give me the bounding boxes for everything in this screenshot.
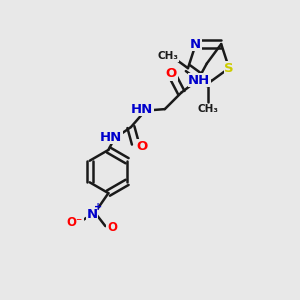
Text: N: N xyxy=(190,38,201,50)
Text: O: O xyxy=(107,220,117,233)
Text: CH₃: CH₃ xyxy=(158,51,179,61)
Text: +: + xyxy=(94,202,102,212)
Text: CH₃: CH₃ xyxy=(198,104,219,114)
Text: HN: HN xyxy=(131,103,153,116)
Text: S: S xyxy=(224,62,234,75)
Text: N: N xyxy=(86,208,98,220)
Text: NH: NH xyxy=(188,74,210,86)
Text: HN: HN xyxy=(100,130,122,143)
Text: O: O xyxy=(136,140,148,153)
Text: O: O xyxy=(166,67,177,80)
Text: O⁻: O⁻ xyxy=(67,216,83,229)
